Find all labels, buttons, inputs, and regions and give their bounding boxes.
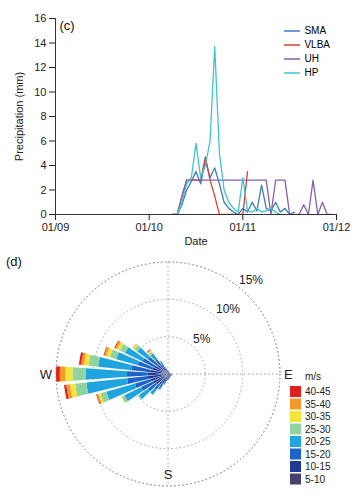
svg-text:12: 12 [34,61,46,73]
svg-text:2: 2 [40,184,46,196]
svg-text:8: 8 [40,110,46,122]
svg-text:5%: 5% [193,332,211,346]
svg-text:Precipitation (mm): Precipitation (mm) [13,72,25,161]
svg-text:01/10: 01/10 [135,221,163,233]
html-text:SMA: SMA [304,25,327,36]
svg-text:14: 14 [34,37,46,49]
svg-text:35-40: 35-40 [305,399,331,410]
svg-text:4: 4 [40,159,46,171]
svg-text:20-25: 20-25 [305,436,331,447]
svg-text:16: 16 [34,12,46,24]
svg-text:30-35: 30-35 [305,411,331,422]
html-text:HP: HP [304,67,319,78]
svg-text:E: E [284,367,293,382]
svg-text:0: 0 [40,208,46,220]
svg-text:25-30: 25-30 [305,424,331,435]
svg-text:10%: 10% [216,302,240,316]
svg-text:Date: Date [184,235,207,247]
html-text:UH: UH [304,53,319,64]
svg-text:W: W [40,367,53,382]
svg-text:m/s: m/s [305,371,321,382]
svg-text:15-20: 15-20 [305,449,331,460]
html-text:VLBA: VLBA [304,39,330,50]
svg-text:5-10: 5-10 [305,474,325,485]
svg-text:10: 10 [34,86,46,98]
svg-text:15%: 15% [239,273,263,287]
svg-text:01/11: 01/11 [229,221,256,233]
svg-text:(d): (d) [6,254,22,269]
svg-text:40-45: 40-45 [305,386,331,397]
svg-text:01/09: 01/09 [42,221,70,233]
svg-text:01/12: 01/12 [323,221,351,233]
svg-text:S: S [164,467,173,482]
svg-text:6: 6 [40,135,46,147]
svg-text:10-15: 10-15 [305,461,331,472]
svg-text:(c): (c) [60,18,75,33]
